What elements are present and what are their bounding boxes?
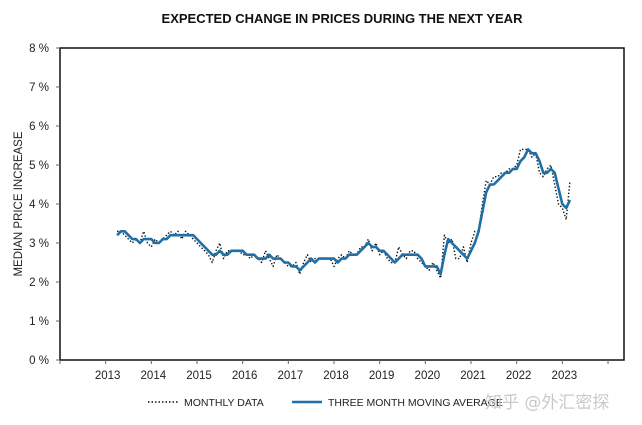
x-tick-label: 2016 — [232, 370, 258, 382]
y-tick-label: 6 % — [29, 121, 49, 133]
x-tick-label: 2021 — [460, 370, 486, 382]
x-axis: 2013 2014 2015 2016 2017 2018 2019 2020 2021 2022… — [59, 360, 609, 382]
y-tick-label: 7 % — [29, 82, 49, 94]
plot-frame — [59, 47, 625, 361]
y-tick-label: 3 % — [29, 238, 49, 250]
y-tick-label: 4 % — [29, 199, 49, 211]
chart-title: EXPECTED CHANGE IN PRICES DURING THE NEX… — [162, 11, 524, 26]
series-layer — [116, 148, 572, 279]
x-tick-label: 2023 — [552, 370, 578, 382]
y-tick-label: 8 % — [29, 43, 49, 55]
y-tick-label: 0 % — [29, 355, 49, 367]
x-tick-label: 2015 — [186, 370, 212, 382]
y-axis: 0 % 1 % 2 % 3 % 4 % 5 % 6 % 7 % 8 % — [29, 43, 60, 367]
legend: MONTHLY DATA THREE MONTH MOVING AVERAGE — [148, 397, 503, 409]
x-tick-label: 2022 — [506, 370, 532, 382]
y-tick-label: 1 % — [29, 316, 49, 328]
series-monthly-data — [117, 148, 571, 279]
y-tick-label: 5 % — [29, 160, 49, 172]
legend-label-monthly: MONTHLY DATA — [184, 397, 264, 409]
x-tick-label: 2018 — [323, 370, 349, 382]
y-axis-title: MEDIAN PRICE INCREASE — [13, 131, 25, 276]
x-tick-label: 2013 — [95, 370, 121, 382]
legend-label-moving-average: THREE MONTH MOVING AVERAGE — [328, 397, 503, 409]
series-three-month-moving-average — [116, 148, 572, 276]
x-tick-label: 2019 — [369, 370, 395, 382]
x-tick-label: 2020 — [415, 370, 441, 382]
y-tick-label: 2 % — [29, 277, 49, 289]
x-tick-label: 2017 — [278, 370, 304, 382]
watermark: 知乎 @外汇密探 — [485, 393, 609, 413]
x-tick-label: 2014 — [141, 370, 167, 382]
